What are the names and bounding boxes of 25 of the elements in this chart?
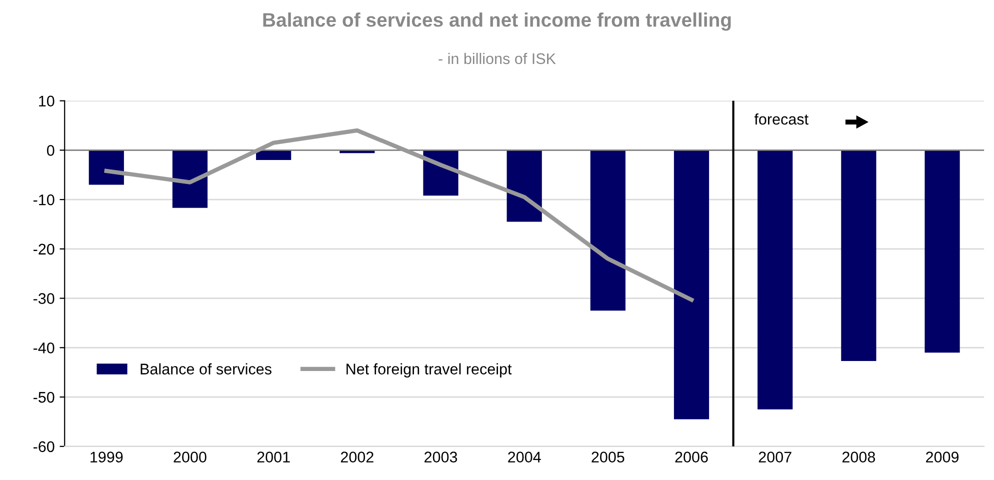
x-tick-label: 2009 — [926, 452, 959, 462]
line-series — [104, 128, 694, 302]
y-tick-label: 0 — [46, 145, 54, 156]
x-tick-label: 2000 — [174, 452, 206, 462]
y-tick-label: -30 — [33, 293, 54, 304]
legend-label: Net foreign travel receipt — [346, 363, 512, 378]
chart-subtitle: - in billions of ISK — [438, 52, 556, 64]
x-tick-label: 2004 — [508, 452, 541, 462]
y-tick-label: -10 — [33, 194, 54, 206]
x-tick-label: 2008 — [842, 452, 876, 462]
legend-label: Balance of services — [140, 363, 272, 374]
ref-line-label: forecast — [754, 113, 808, 125]
chart-title: Balance of services and net income from travelling — [263, 12, 731, 31]
x-tick-label: 2005 — [592, 452, 624, 462]
y-tick-label: -60 — [33, 441, 54, 452]
x-tick-label: 2003 — [424, 452, 458, 462]
x-tick-label: 2001 — [257, 452, 290, 462]
y-tick-label: -50 — [33, 392, 54, 403]
y-tick-label: -40 — [33, 342, 54, 354]
y-tick-label: 10 — [39, 96, 54, 106]
x-tick-label: 2007 — [758, 452, 792, 462]
x-tick-label: 2002 — [340, 452, 374, 462]
x-tick-label: 1999 — [90, 452, 123, 462]
x-tick-label: 2006 — [675, 452, 708, 462]
y-tick-label: -20 — [33, 244, 54, 255]
